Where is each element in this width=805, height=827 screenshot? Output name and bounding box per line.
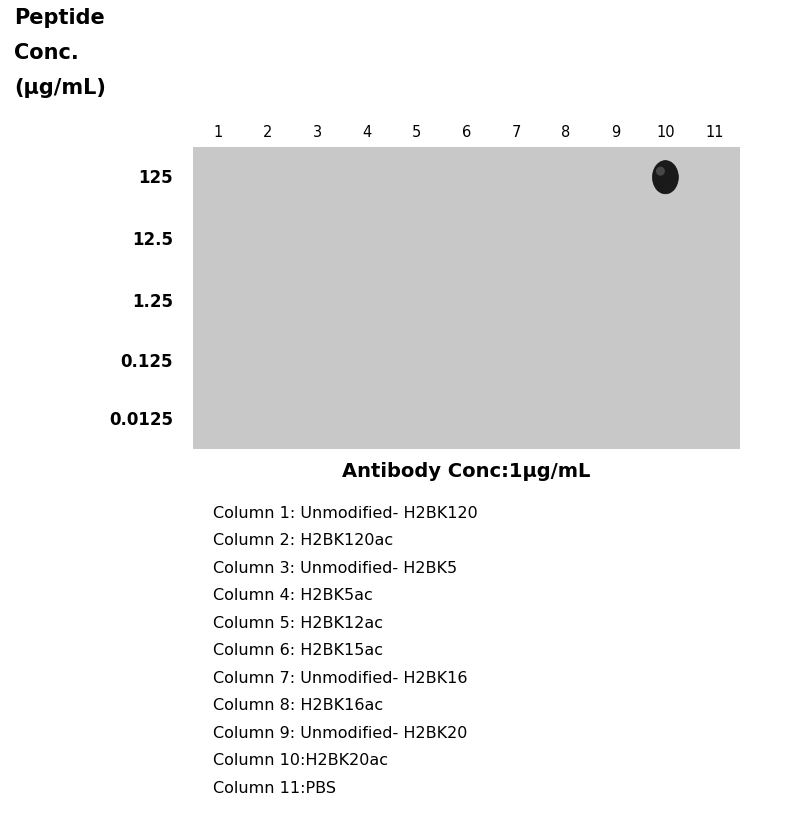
Text: Column 7: Unmodified- H2BK16: Column 7: Unmodified- H2BK16 (213, 670, 468, 686)
Ellipse shape (656, 167, 665, 176)
Text: Column 3: Unmodified- H2BK5: Column 3: Unmodified- H2BK5 (213, 561, 457, 576)
Text: 2: 2 (263, 125, 272, 140)
Ellipse shape (653, 161, 679, 194)
Text: Column 9: Unmodified- H2BK20: Column 9: Unmodified- H2BK20 (213, 725, 468, 740)
Text: 11: 11 (706, 125, 724, 140)
Text: Column 2: H2BK120ac: Column 2: H2BK120ac (213, 533, 394, 547)
Text: Column 11:PBS: Column 11:PBS (213, 780, 336, 795)
Text: 3: 3 (313, 125, 322, 140)
Text: 125: 125 (138, 169, 173, 187)
Text: (μg/mL): (μg/mL) (14, 78, 106, 98)
Text: Column 8: H2BK16ac: Column 8: H2BK16ac (213, 698, 383, 713)
Text: Column 10:H2BK20ac: Column 10:H2BK20ac (213, 753, 388, 767)
Text: 0.125: 0.125 (121, 352, 173, 370)
Text: Conc.: Conc. (14, 43, 79, 63)
Text: Column 1: Unmodified- H2BK120: Column 1: Unmodified- H2BK120 (213, 505, 478, 520)
Text: Column 6: H2BK15ac: Column 6: H2BK15ac (213, 643, 383, 657)
Text: 1.25: 1.25 (132, 293, 173, 311)
Text: Column 4: H2BK5ac: Column 4: H2BK5ac (213, 588, 373, 603)
Text: Antibody Conc:1μg/mL: Antibody Conc:1μg/mL (342, 461, 591, 480)
Text: 5: 5 (412, 125, 421, 140)
Text: 4: 4 (362, 125, 372, 140)
Text: 1: 1 (213, 125, 222, 140)
Text: Peptide: Peptide (14, 8, 105, 28)
Text: 8: 8 (561, 125, 571, 140)
Text: 0.0125: 0.0125 (109, 410, 173, 428)
Text: 10: 10 (656, 125, 675, 140)
Text: 7: 7 (511, 125, 521, 140)
Text: Column 5: H2BK12ac: Column 5: H2BK12ac (213, 615, 383, 630)
Text: 9: 9 (611, 125, 621, 140)
Text: 6: 6 (462, 125, 471, 140)
Text: 12.5: 12.5 (132, 231, 173, 249)
